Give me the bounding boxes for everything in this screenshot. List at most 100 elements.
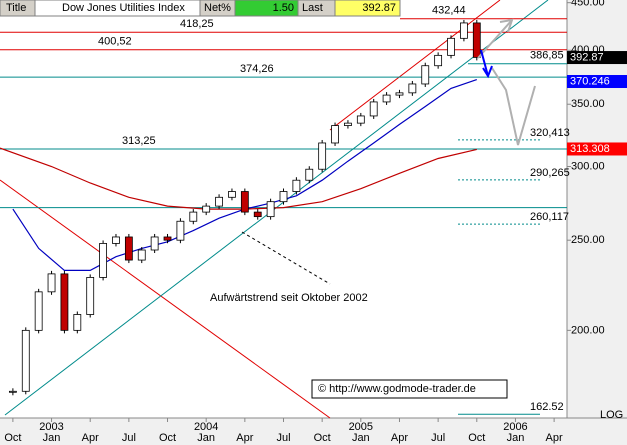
header-last: 392.87 (362, 2, 396, 14)
candle (331, 125, 339, 144)
candle (21, 329, 30, 392)
candle (421, 65, 430, 85)
candle (202, 205, 211, 213)
price-badge-label: 370.246 (570, 75, 610, 87)
x-year-label: 2003 (39, 421, 63, 433)
candle (73, 314, 82, 331)
candle (240, 191, 249, 213)
x-tick-label: Jan (43, 432, 61, 444)
x-tick-label: Jan (507, 432, 525, 444)
y-tick-label: 350.00 (571, 98, 605, 110)
candle (447, 37, 455, 56)
x-axis-band (0, 418, 627, 445)
level-label: 418,25 (180, 18, 214, 30)
candle (344, 122, 352, 126)
x-year-label: 2004 (194, 421, 218, 433)
candle (112, 236, 120, 244)
candle (369, 101, 378, 117)
price-badge (567, 142, 627, 156)
candle (318, 142, 327, 170)
candle (189, 211, 198, 222)
x-tick-label: Jan (352, 432, 370, 444)
price-badge-label: 313.308 (570, 143, 610, 155)
header-title: Dow Jones Utilities Index (62, 2, 185, 14)
x-tick-label: Apr (546, 432, 563, 444)
candle (266, 201, 275, 218)
candle (34, 291, 43, 331)
candle (228, 191, 236, 198)
x-tick-label: Oct (468, 432, 485, 444)
target-label: 290,265 (530, 167, 570, 179)
projection-path (491, 67, 536, 146)
candle (356, 115, 365, 124)
forecast-arrowhead (482, 65, 493, 79)
level-label: 374,26 (240, 63, 274, 75)
candle (279, 191, 288, 203)
x-year-label: 2005 (349, 421, 373, 433)
candle (408, 83, 417, 94)
source-box (311, 379, 508, 399)
level-label: 400,52 (98, 36, 132, 48)
x-year-label: 2006 (503, 421, 527, 433)
candle (47, 273, 56, 293)
candle (215, 196, 223, 207)
x-tick-label: Jul (431, 432, 445, 444)
candle (86, 277, 95, 315)
candle (176, 220, 185, 241)
candle (124, 236, 133, 261)
x-tick-label: Oct (314, 432, 331, 444)
header-net-label: Net% (204, 2, 231, 14)
projection-arrowhead (499, 18, 514, 33)
x-tick-label: Apr (391, 432, 408, 444)
channel-line (329, 0, 501, 131)
annotation: Aufwärtstrend seit Oktober 2002 (210, 292, 368, 304)
target-label: 320,413 (530, 127, 570, 139)
candle (292, 179, 301, 192)
y-tick-label: 200.00 (571, 324, 605, 336)
candle (60, 273, 69, 331)
level-label: 432,44 (432, 5, 466, 17)
y-tick-label: 300.00 (571, 160, 605, 172)
header-last-label: Last (302, 2, 323, 14)
x-tick-label: Oct (159, 432, 176, 444)
price-badge (567, 75, 627, 89)
header-net: 1.50 (273, 2, 294, 14)
candle (8, 390, 17, 393)
target-label: 260,117 (530, 211, 569, 223)
candle (395, 92, 404, 96)
level-label: 313,25 (122, 135, 156, 147)
candle (434, 54, 443, 67)
x-tick-label: Jul (276, 432, 290, 444)
candle (460, 22, 468, 39)
y-axis-band (567, 0, 627, 418)
source: © http://www.godmode-trader.de (318, 383, 476, 395)
candle (253, 211, 262, 218)
candle (472, 22, 481, 58)
x-tick-label: Jan (197, 432, 215, 444)
candle (99, 243, 107, 278)
scale-label: LOG (600, 409, 623, 421)
forecast-arrow (480, 49, 489, 77)
x-tick-label: Oct (4, 432, 21, 444)
candle (137, 249, 146, 261)
header-cell (334, 0, 401, 17)
price-badge-label: 392.87 (570, 51, 604, 63)
annotation-pointer (241, 231, 331, 285)
candle (305, 168, 314, 181)
header-title-label: Title (6, 2, 26, 14)
target-label: 162.52 (530, 401, 564, 413)
level-label: 386,85 (530, 50, 564, 62)
candle (150, 236, 159, 251)
projection-arrow (477, 19, 513, 59)
x-tick-label: Apr (236, 432, 253, 444)
y-tick-label: 250.00 (571, 234, 605, 246)
candle (382, 94, 391, 103)
candle (163, 236, 172, 241)
price-badge (567, 51, 627, 65)
y-tick-label: 450.00 (571, 0, 605, 9)
x-tick-label: Jul (122, 432, 136, 444)
downtrend-line (0, 179, 331, 419)
